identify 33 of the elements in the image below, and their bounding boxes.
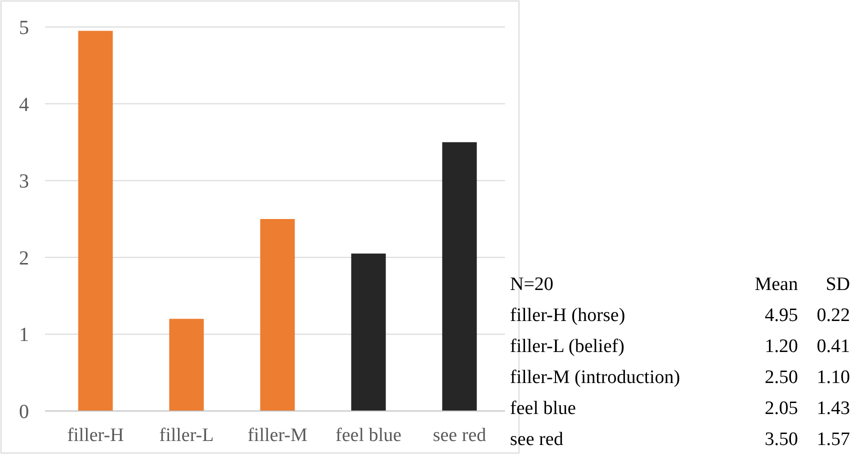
text: Mean <box>754 274 798 295</box>
y-tick-label: 0 <box>19 401 29 423</box>
x-tick-label: filler-M <box>248 425 308 446</box>
y-tick-label: 5 <box>19 17 29 39</box>
y-tick-label: 2 <box>19 247 29 270</box>
y-tick-label: 1 <box>19 324 29 346</box>
text: 0.41 <box>816 336 850 357</box>
text: 4.95 <box>764 305 798 326</box>
text: feel blue <box>510 398 576 419</box>
y-tick-label: 3 <box>19 170 29 193</box>
text: 3.50 <box>764 429 798 450</box>
text: 1.10 <box>816 367 850 388</box>
x-tick-label: feel blue <box>336 425 402 446</box>
x-tick-label: filler-L <box>159 425 214 446</box>
text: N=20 <box>510 274 554 295</box>
x-tick-label: filler-H <box>67 425 124 446</box>
bar <box>169 318 204 411</box>
text: filler-L (belief) <box>510 336 624 357</box>
text: 1.20 <box>764 336 798 357</box>
bar <box>442 142 477 411</box>
text: 2.50 <box>764 367 798 388</box>
text: 1.43 <box>816 398 850 419</box>
text: 1.57 <box>816 429 850 450</box>
text: filler-H (horse) <box>510 305 626 326</box>
text: 0.22 <box>816 305 850 326</box>
text: filler-M (introduction) <box>510 367 680 388</box>
bar <box>260 219 295 411</box>
x-tick-label: see red <box>432 425 487 446</box>
text: 2.05 <box>764 398 798 419</box>
text: SD <box>826 274 850 295</box>
bar <box>78 30 113 411</box>
bar <box>351 254 386 411</box>
y-tick-label: 4 <box>19 94 29 116</box>
